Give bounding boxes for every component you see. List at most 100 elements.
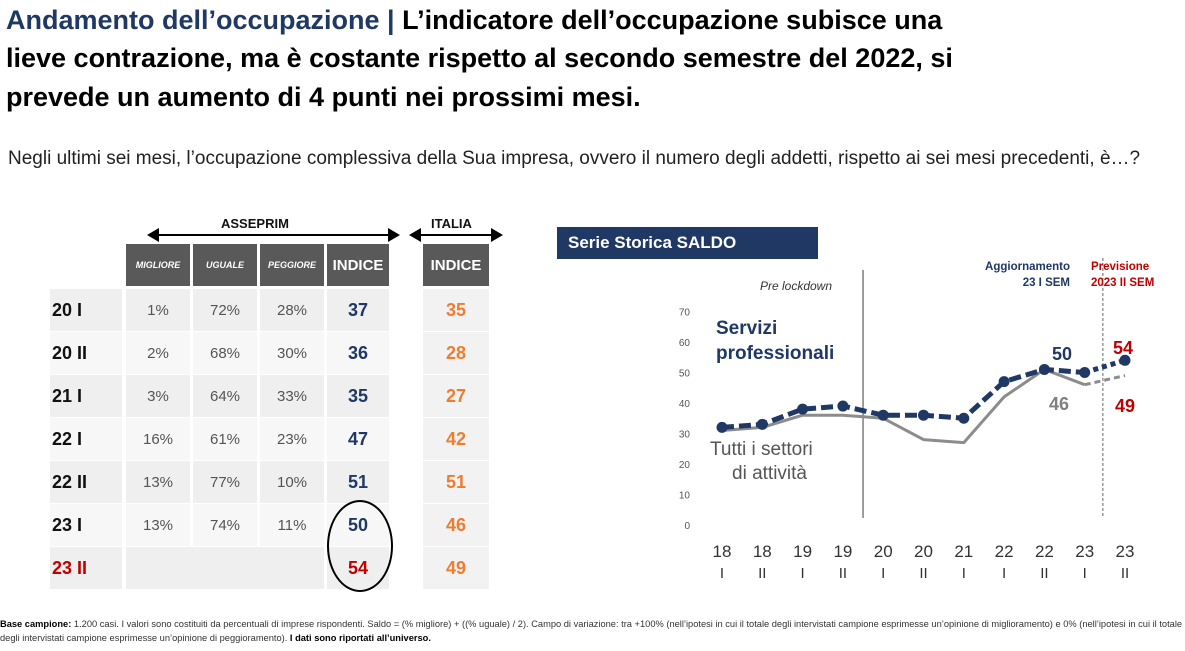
row-period: 23 I [50,504,122,546]
cell-peggiore: 30% [260,332,324,374]
x-tick-sublabel: I [881,565,885,582]
series-point-servizi [1119,354,1131,366]
footnote-text: 1.200 casi. I valori sono costituiti da … [0,619,1183,643]
y-tick-label: 50 [679,369,691,380]
series-point-servizi [756,418,768,430]
cell-indice: 51 [327,461,389,503]
title-separator: | [379,5,403,35]
x-tick-label: 21 [954,542,973,561]
cell-uguale: 77% [193,461,257,503]
cell-migliore: 13% [126,461,190,503]
x-tick-label: 19 [793,542,812,561]
cell-indice: 37 [327,289,389,331]
series-line-tutti [721,367,1086,445]
forecast-label-1: Previsione [1091,261,1149,273]
x-tick-sublabel: II [919,565,927,582]
x-tick-label: 23 [1075,542,1094,561]
cell-italia: 51 [423,461,489,503]
cell-migliore: 13% [126,504,190,546]
row-period: 22 I [50,418,122,460]
value-label-tutti-23II: 49 [1115,396,1135,416]
x-tick-label: 23 [1116,542,1135,561]
cell-italia: 42 [423,418,489,460]
x-tick-label: 22 [995,542,1014,561]
cell-migliore: 1% [126,289,190,331]
series-point-servizi [998,376,1010,388]
y-tick-label: 30 [679,430,691,441]
asseprim-label: ASSEPRIM [215,216,295,231]
forecast-label-2: 2023 II SEM [1091,277,1154,289]
cell-italia: 46 [423,504,489,546]
cell-uguale: 61% [193,418,257,460]
series-point-servizi [1079,367,1091,378]
series-label-servizi-2: professionali [716,343,834,364]
x-tick-sublabel: II [1040,565,1048,582]
x-tick-sublabel: I [801,565,805,582]
row-period: 21 I [50,375,122,417]
series-point-servizi [1038,363,1050,375]
chart-title: Serie Storica SALDO [557,227,818,259]
series-point-servizi [918,409,929,421]
series-point-servizi [797,403,809,415]
update-label-1: Aggiornamento [985,261,1070,273]
x-tick-sublabel: I [1002,565,1006,582]
survey-question: Negli ultimi sei mesi, l’occupazione com… [8,148,1141,169]
cell-migliore: 2% [126,332,190,374]
y-tick-label: 20 [679,460,691,471]
x-tick-label: 19 [833,542,852,561]
x-tick-sublabel: II [1121,565,1129,582]
cell-peggiore: 11% [260,504,324,546]
value-label-tutti-23I: 46 [1049,394,1069,414]
series-line-servizi-forecast [1083,357,1126,375]
y-tick-label: 40 [679,399,691,410]
series-point-servizi [716,421,728,433]
y-tick-label: 10 [679,491,691,502]
series-point-servizi [837,400,849,412]
x-tick-label: 22 [1035,542,1054,561]
cell-indice: 36 [327,332,389,374]
value-label-servizi-23II: 54 [1113,338,1133,358]
cell-peggiore: 23% [260,418,324,460]
cell-uguale: 74% [193,504,257,546]
x-tick-label: 20 [914,542,933,561]
cell-indice: 35 [327,375,389,417]
y-tick-label: 60 [679,338,691,349]
series-label-tutti-1: Tutti i settori [710,439,813,460]
highlight-circle [327,500,393,592]
pre-lockdown-label: Pre lockdown [760,279,832,293]
value-label-servizi-23I: 50 [1052,344,1072,364]
cell-peggiore: 33% [260,375,324,417]
col-header-indice: INDICE [327,244,389,286]
col-header-migliore: MIGLIORE [126,244,190,286]
row-period-forecast: 23 II [50,547,122,589]
x-tick-label: 18 [713,542,732,561]
y-tick-label: 70 [679,308,691,319]
title-line1: L’indicatore dell’occupazione subisce un… [402,5,943,35]
row-period: 22 II [50,461,122,503]
cell-empty-forecast [126,547,324,589]
row-period: 20 II [50,332,122,374]
row-period: 20 I [50,289,122,331]
italia-label: ITALIA [425,216,478,231]
col-header-italia-indice: INDICE [423,244,489,286]
title-topic: Andamento dell’occupazione [6,5,380,35]
title-line2: lieve contrazione, ma è costante rispett… [6,43,953,73]
x-tick-label: 18 [753,542,772,561]
cell-peggiore: 10% [260,461,324,503]
x-tick-sublabel: I [962,565,966,582]
update-label-2: 23 I SEM [1023,277,1070,289]
series-point-servizi [877,409,889,421]
cell-migliore: 16% [126,418,190,460]
cell-italia: 27 [423,375,489,417]
title-line3: prevede un aumento di 4 punti nei prossi… [6,82,641,112]
series-line-servizi [721,366,1085,430]
cell-migliore: 3% [126,375,190,417]
col-header-peggiore: PEGGIORE [260,244,324,286]
series-line-tutti-forecast [1084,374,1126,387]
footnote-bold-tail: I dati sono riportati all’universo. [289,633,431,643]
x-tick-sublabel: I [720,565,724,582]
y-tick-label: 0 [684,521,690,532]
footnote: Base campione: 1.200 casi. I valori sono… [0,617,1185,645]
cell-italia: 28 [423,332,489,374]
